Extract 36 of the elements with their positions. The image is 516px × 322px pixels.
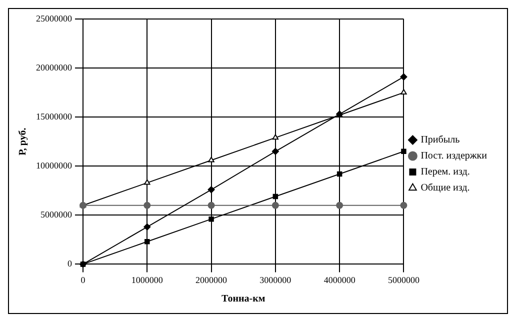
y-tick-label: 10000000 [36,160,72,170]
point [144,202,151,209]
point [272,194,278,200]
point [400,73,408,80]
point [400,202,408,209]
point [144,179,150,185]
point [208,156,214,162]
y-tick-label: 20000000 [36,62,72,72]
point [144,239,150,244]
point [272,202,279,209]
point [208,186,215,194]
x-axis-title: Тонна-км [222,294,266,305]
x-tick-label: 0 [80,274,86,285]
point [336,171,342,177]
point [336,202,344,209]
point [208,216,214,222]
x-tick-label: 2000000 [196,274,228,285]
x-tick-label: 5000000 [388,274,420,285]
point [208,202,215,209]
y-tick-label: 15000000 [36,111,72,122]
y-axis-title: Р, руб. [18,127,29,156]
point [272,134,279,140]
x-tick-label: 1000000 [131,274,164,285]
legend-label: Пост. издержки [420,150,488,162]
legend-label: Перем. изд. [420,166,470,178]
point [272,148,279,155]
point [400,89,407,95]
y-tick-label: 5000000 [40,210,72,220]
legend-label: Общие изд. [420,182,470,194]
y-tick-label: 25000000 [36,13,72,24]
point [401,148,406,154]
y-tick-label: 0 [68,258,72,269]
x-tick-label: 3000000 [260,274,292,285]
legend-label: Прибыль [420,134,460,146]
point [144,223,151,230]
x-tick-label: 4000000 [324,274,356,285]
